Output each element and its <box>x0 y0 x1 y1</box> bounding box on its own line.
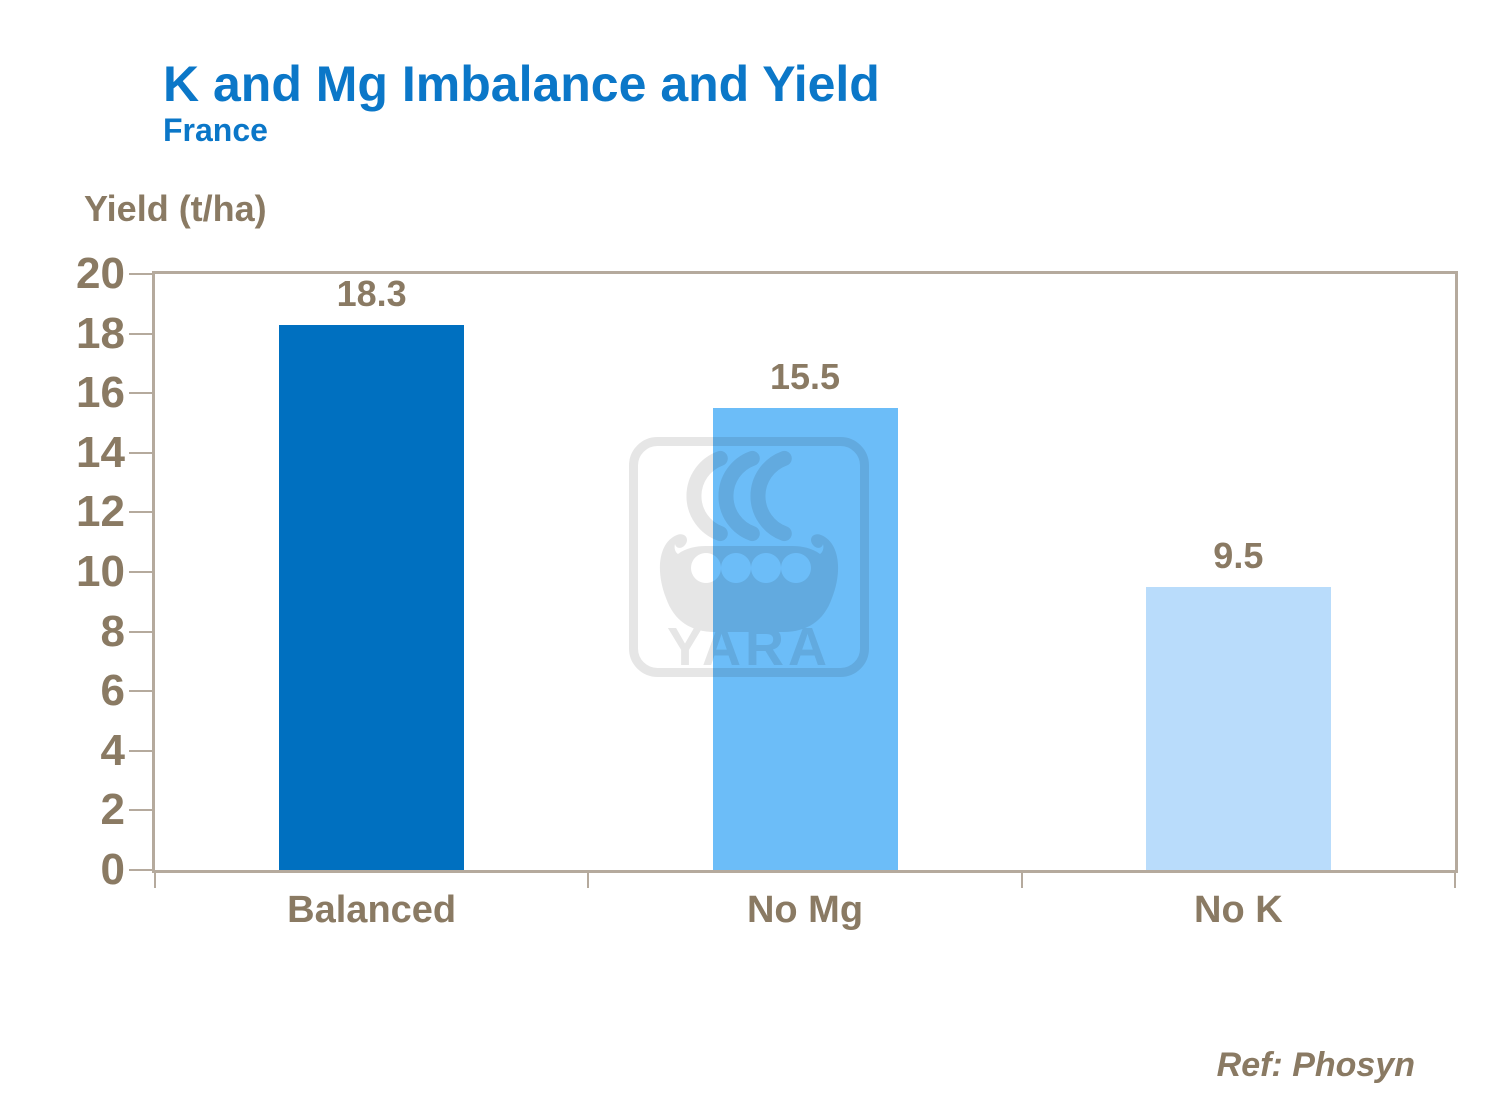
y-tick-label: 4 <box>100 725 125 775</box>
chart-title: K and Mg Imbalance and Yield <box>163 56 880 112</box>
yara-logo-frame-icon <box>629 437 869 677</box>
y-axis-tick <box>129 869 154 871</box>
y-axis-tick <box>129 809 154 812</box>
y-axis-tick <box>129 451 154 454</box>
y-tick-label: 6 <box>100 666 125 716</box>
y-axis-title: Yield (t/ha) <box>84 188 267 229</box>
y-tick-label: 10 <box>76 547 125 596</box>
y-tick-label: 0 <box>100 845 125 894</box>
bar <box>1145 586 1331 870</box>
y-axis-tick <box>129 749 154 752</box>
yara-ship-hull-icon <box>659 534 839 632</box>
plot-area: YARA 18.3 15.5 9.5 <box>152 271 1458 873</box>
x-axis-tick <box>1020 872 1023 888</box>
bar-value-label: 18.3 <box>336 272 407 314</box>
reference-label: Ref: Phosyn <box>1216 1046 1415 1084</box>
bar-value-label: 9.5 <box>1213 534 1264 576</box>
y-axis-tick <box>129 571 154 573</box>
y-tick-label: 12 <box>76 487 125 537</box>
y-tick-label: 20 <box>76 249 125 298</box>
yara-logo-watermark: YARA <box>629 437 869 677</box>
y-tick-label: 18 <box>76 308 125 358</box>
y-axis-tick <box>129 690 154 693</box>
yara-ship-sails-icon <box>686 450 792 542</box>
chart-subtitle: France <box>163 112 268 148</box>
y-axis-tick <box>129 332 154 335</box>
y-axis-tick <box>129 511 154 514</box>
x-category-label: No K <box>1194 889 1283 931</box>
y-tick-label: 2 <box>100 785 125 835</box>
x-axis-tick <box>154 872 156 888</box>
y-tick-label: 14 <box>76 427 125 477</box>
bar-value-label: 15.5 <box>769 356 841 398</box>
x-category-label: No Mg <box>746 889 864 931</box>
x-axis-tick <box>1454 872 1456 888</box>
y-axis-tick <box>129 392 154 395</box>
x-category-label: Balanced <box>287 889 457 931</box>
yara-logo-text: YARA <box>667 617 831 677</box>
y-tick-label: 16 <box>76 368 125 418</box>
y-tick-label: 8 <box>100 606 125 656</box>
x-axis-tick <box>587 872 590 888</box>
y-axis-tick <box>129 273 154 275</box>
y-axis-tick <box>129 630 154 633</box>
bar <box>279 324 465 870</box>
